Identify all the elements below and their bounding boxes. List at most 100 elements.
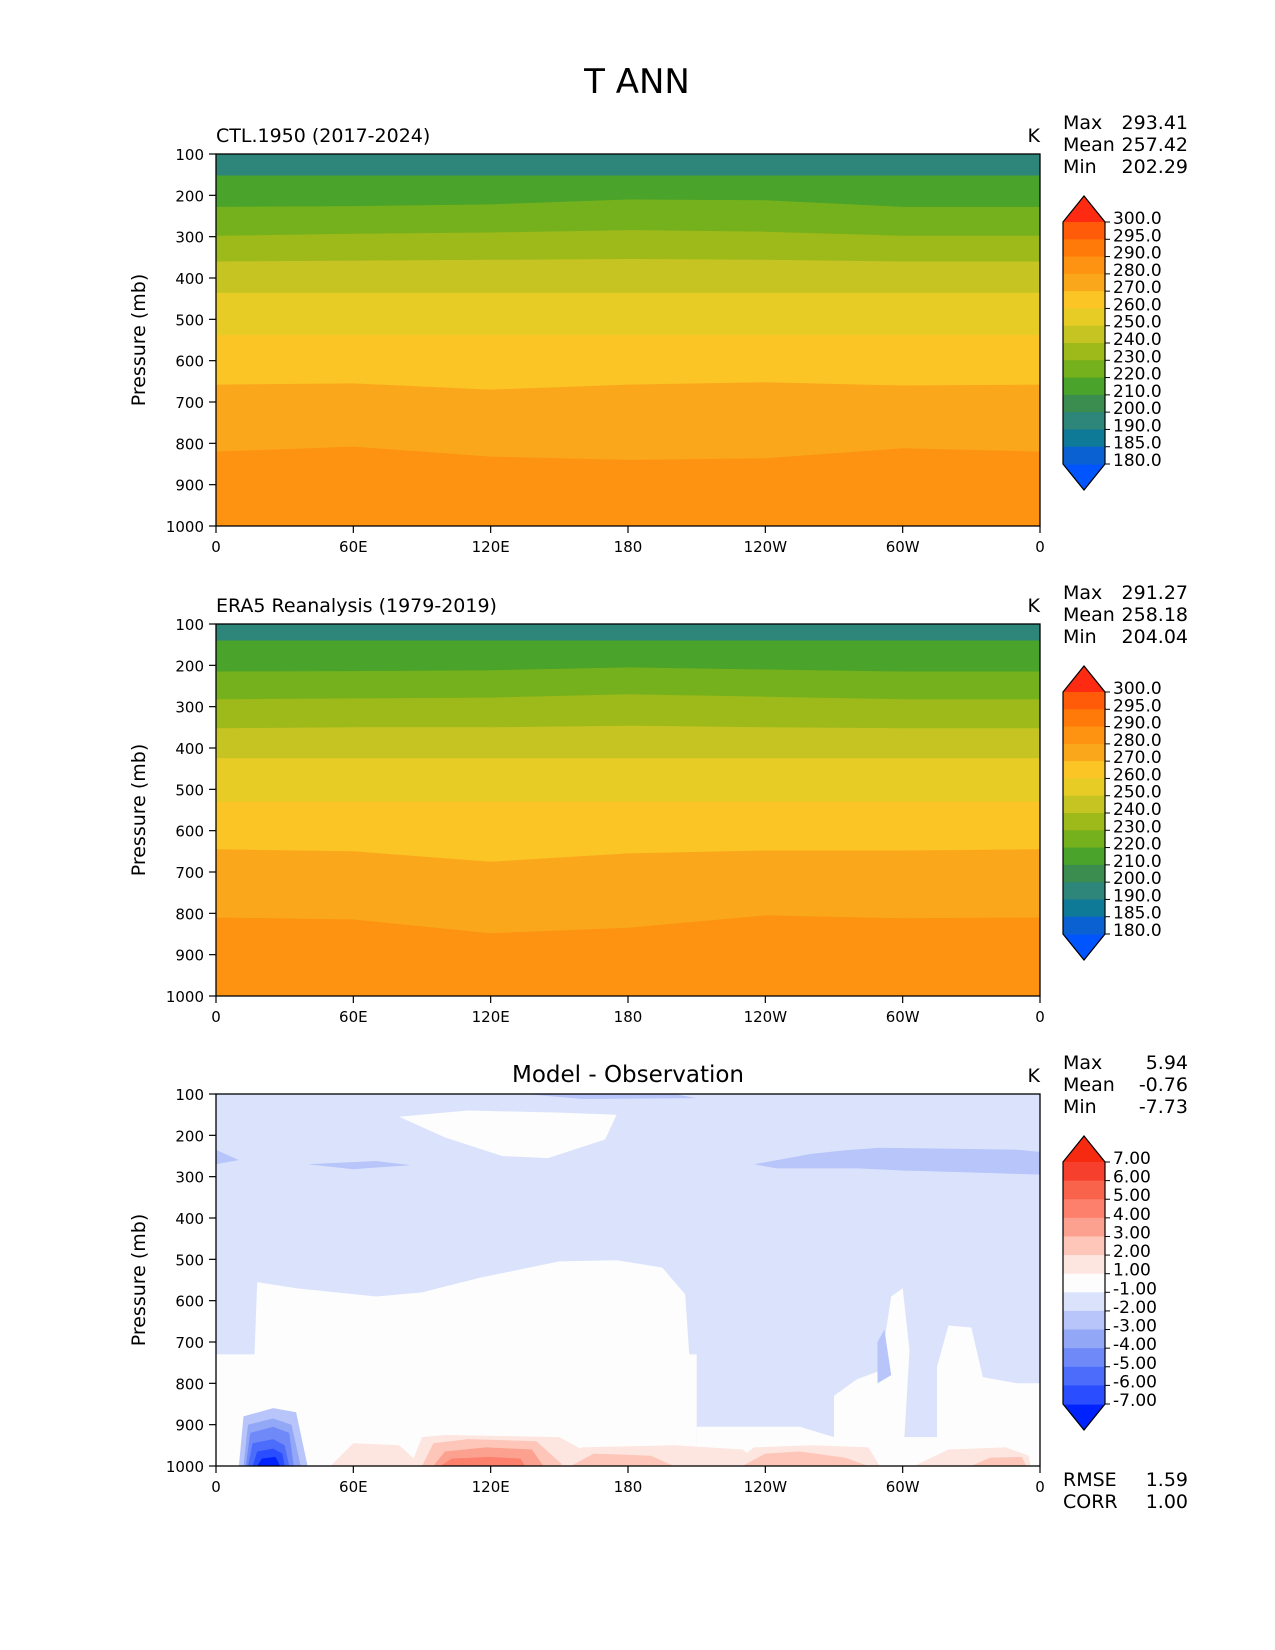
colorbar-label: 260.0 (1113, 765, 1162, 785)
colorbar-segment (1063, 847, 1105, 866)
panel-title: CTL.1950 (2017-2024) (216, 125, 430, 147)
contour-region-7 (216, 1149, 239, 1165)
y-tick-label: 300 (175, 1169, 204, 1187)
colorbar-label: 290.0 (1113, 244, 1162, 264)
colorbar-extend-min (1063, 934, 1105, 960)
y-tick-label: 700 (175, 1334, 204, 1352)
colorbar-segment (1063, 916, 1105, 935)
y-tick-label: 900 (175, 1417, 204, 1435)
y-tick-label: 700 (175, 394, 204, 412)
x-tick-label: 120W (744, 1478, 788, 1496)
colorbar-label: -2.00 (1113, 1298, 1157, 1318)
contour-region-4 (216, 1354, 697, 1466)
x-tick-label: 180 (614, 538, 643, 556)
colorbar-segment (1063, 325, 1105, 344)
y-tick-label: 100 (175, 146, 204, 164)
x-tick-label: 60W (886, 1478, 920, 1496)
x-tick-label: 180 (614, 1008, 643, 1026)
contour-band-200 (216, 624, 1040, 641)
colorbar-segment (1063, 1348, 1105, 1368)
x-tick-label: 120E (472, 1478, 510, 1496)
units-label: K (1028, 595, 1041, 617)
contour-band-200 (216, 154, 1040, 176)
y-tick-label: 300 (175, 699, 204, 717)
colorbar-segment (1063, 813, 1105, 831)
stat-value-max: 291.27 (1122, 582, 1188, 604)
y-tick-label: 800 (175, 435, 204, 453)
colorbar-label: 250.0 (1113, 783, 1162, 803)
x-tick-label: 120E (472, 538, 510, 556)
colorbar-label: -4.00 (1113, 1335, 1157, 1355)
colorbar-label: 240.0 (1113, 330, 1162, 350)
colorbar-label: 200.0 (1113, 869, 1162, 889)
y-tick-label: 1000 (166, 1458, 204, 1476)
contour-region-10 (525, 1094, 697, 1099)
colorbar-label: -7.00 (1113, 1391, 1157, 1411)
y-tick-label: 800 (175, 1375, 204, 1393)
colorbar-label: -1.00 (1113, 1279, 1157, 1299)
contour-region-18 (570, 1453, 674, 1466)
colorbar-segment (1063, 343, 1105, 361)
y-tick-label: 400 (175, 270, 204, 288)
colorbar-label: -3.00 (1113, 1317, 1157, 1337)
colorbar-segment (1063, 1310, 1105, 1331)
y-tick-label: 100 (175, 1086, 204, 1104)
contour-region-20 (742, 1451, 869, 1466)
colorbar-label: 250.0 (1113, 313, 1162, 333)
y-tick-label: 500 (175, 311, 204, 329)
contour-region-8 (307, 1161, 411, 1170)
y-tick-label: 500 (175, 781, 204, 799)
colorbar-segment (1063, 1180, 1105, 1200)
colorbar-label: 300.0 (1113, 209, 1162, 229)
colorbar-label: 295.0 (1113, 226, 1162, 246)
colorbar-segment (1063, 1329, 1105, 1349)
x-tick-label: 0 (1035, 1478, 1045, 1496)
colorbar-label: 280.0 (1113, 731, 1162, 751)
stat-label-mean: Mean (1063, 1074, 1115, 1096)
panel-difference: 100 200 300 400 500 600 700 800 900 1000 0 60E 120E 1… (128, 1052, 1188, 1513)
y-tick-label: 400 (175, 1210, 204, 1228)
contour-region-22 (971, 1456, 1027, 1466)
contour-field (216, 1094, 1040, 1466)
contour-region-2 (834, 1288, 910, 1466)
x-tick-label: 0 (211, 538, 221, 556)
contour-region-12 (330, 1443, 422, 1466)
colorbar-segment (1063, 882, 1105, 901)
units-label: K (1028, 1065, 1041, 1087)
rmse-label: RMSE (1063, 1469, 1117, 1491)
colorbar-segment (1063, 1162, 1105, 1182)
contour-region-16 (440, 1456, 525, 1466)
y-axis-label: Pressure (mb) (128, 744, 150, 877)
colorbar-label: 3.00 (1113, 1223, 1151, 1243)
panel-model: 100 200 300 400 500 600 700 800 900 1000 0 60E 120E 1… (128, 112, 1188, 556)
colorbar-segment (1063, 273, 1105, 292)
colorbar-segment (1063, 1366, 1105, 1386)
stat-value-min: 202.29 (1122, 156, 1188, 178)
colorbar-label: 300.0 (1113, 679, 1162, 699)
panel-observation: 100 200 300 400 500 600 700 800 900 1000 0 60E 120E 1… (128, 582, 1188, 1026)
colorbar-label: 1.00 (1113, 1261, 1151, 1281)
y-tick-label: 700 (175, 864, 204, 882)
colorbar-label: 4.00 (1113, 1205, 1151, 1225)
contour-region-3 (937, 1325, 1040, 1466)
contour-region-28 (257, 1456, 281, 1466)
colorbar-label: 185.0 (1113, 434, 1162, 454)
colorbar-segment (1063, 394, 1105, 413)
colorbar-label: 7.00 (1113, 1149, 1151, 1169)
stat-value-min: 204.04 (1122, 626, 1188, 648)
units-label: K (1028, 125, 1041, 147)
stat-value-max: 5.94 (1146, 1052, 1188, 1074)
colorbar: 180.0185.0190.0200.0210.0220.0230.0240.0… (1062, 195, 1162, 491)
colorbar-segment (1063, 1255, 1105, 1275)
corr-value: 1.00 (1146, 1491, 1188, 1513)
colorbar-label: 240.0 (1113, 800, 1162, 820)
contour-field (216, 624, 1040, 996)
colorbar-extend-max (1063, 1136, 1105, 1162)
stat-label-mean: Mean (1063, 604, 1115, 626)
x-tick-label: 180 (614, 1478, 643, 1496)
colorbar-segment (1063, 377, 1105, 396)
colorbar-label: 270.0 (1113, 278, 1162, 298)
colorbar: 180.0185.0190.0200.0210.0220.0230.0240.0… (1062, 665, 1162, 961)
y-tick-label: 200 (175, 1127, 204, 1145)
stat-label-max: Max (1063, 1052, 1102, 1074)
